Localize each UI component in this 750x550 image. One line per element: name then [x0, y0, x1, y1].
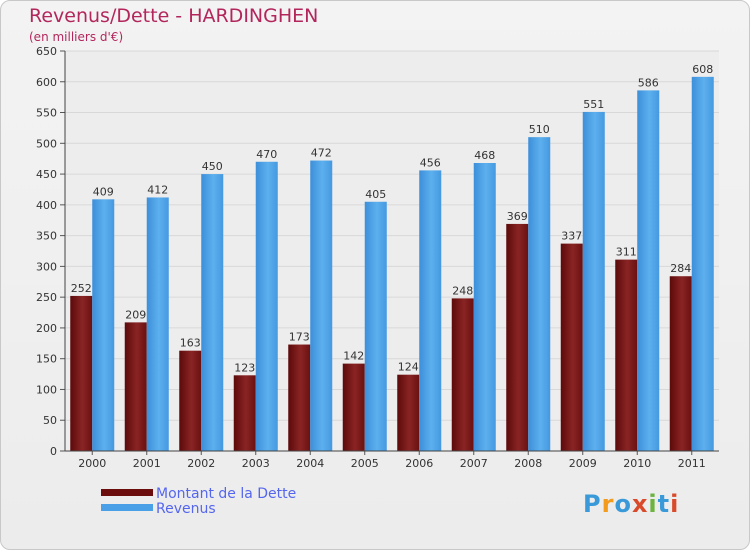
bar-debt-2011	[669, 276, 692, 451]
bar-debt-2010	[615, 259, 638, 451]
bar-revenus-2000	[92, 199, 115, 451]
legend-swatch-debt	[101, 489, 153, 496]
label-debt-2009: 337	[561, 230, 582, 243]
label-debt-2007: 248	[452, 284, 473, 297]
label-revenus-2007: 468	[474, 149, 495, 162]
y-tick-label-650: 650	[36, 45, 57, 58]
bar-revenus-2002	[201, 174, 224, 452]
y-tick-label-300: 300	[36, 260, 57, 273]
bar-revenus-2007	[473, 163, 496, 451]
y-tick-label-550: 550	[36, 107, 57, 120]
y-tick-label-200: 200	[36, 322, 57, 335]
logo-letter: o	[614, 490, 632, 518]
x-tick-label-2005: 2005	[351, 457, 379, 470]
y-tick-label-0: 0	[50, 445, 57, 458]
label-revenus-2003: 470	[256, 148, 277, 161]
label-revenus-2005: 405	[365, 188, 386, 201]
bar-revenus-2004	[310, 160, 333, 452]
bar-debt-2003	[233, 375, 256, 451]
chart-title: Revenus/Dette - HARDINGHEN	[29, 5, 319, 27]
x-tick-label-2010: 2010	[623, 457, 651, 470]
y-tick-label-350: 350	[36, 230, 57, 243]
y-tick-label-400: 400	[36, 199, 57, 212]
bar-revenus-2001	[146, 197, 169, 451]
label-debt-2011: 284	[670, 262, 691, 275]
legend-label-revenus: Revenus	[156, 501, 216, 517]
label-revenus-2002: 450	[202, 160, 223, 173]
legend-swatch-revenus	[101, 504, 153, 511]
x-tick-label-2008: 2008	[514, 457, 542, 470]
x-tick-label-2000: 2000	[78, 457, 106, 470]
label-debt-2001: 209	[125, 308, 146, 321]
label-debt-2006: 124	[398, 361, 419, 374]
y-tick-label-100: 100	[36, 383, 57, 396]
x-tick-label-2003: 2003	[242, 457, 270, 470]
bar-debt-2001	[124, 322, 147, 451]
label-debt-2004: 173	[289, 331, 310, 344]
bar-debt-2008	[506, 223, 529, 451]
label-debt-2008: 369	[507, 210, 528, 223]
label-revenus-2004: 472	[311, 147, 332, 160]
label-revenus-2011: 608	[692, 63, 713, 76]
label-debt-2010: 311	[616, 246, 637, 259]
y-tick-label-500: 500	[36, 137, 57, 150]
bar-revenus-2006	[419, 170, 442, 451]
x-tick-label-2001: 2001	[133, 457, 161, 470]
bar-revenus-2008	[528, 137, 551, 451]
bar-debt-2006	[397, 374, 420, 451]
bar-revenus-2010	[637, 90, 660, 451]
label-revenus-2000: 409	[93, 185, 114, 198]
x-tick-label-2007: 2007	[460, 457, 488, 470]
proxiti-logo: Proxiti	[583, 490, 679, 518]
logo-letter: i	[670, 490, 680, 518]
logo-letter: t	[657, 490, 671, 518]
label-debt-2003: 123	[234, 361, 255, 374]
label-revenus-2008: 510	[529, 123, 550, 136]
plot-area	[65, 51, 719, 451]
y-tick-label-450: 450	[36, 168, 57, 181]
label-debt-2002: 163	[180, 337, 201, 350]
logo-letter: r	[601, 490, 615, 518]
logo-letter: x	[631, 490, 649, 518]
x-tick-label-2009: 2009	[569, 457, 597, 470]
y-tick-label-600: 600	[36, 76, 57, 89]
x-tick-label-2006: 2006	[405, 457, 433, 470]
y-tick-label-50: 50	[43, 414, 57, 427]
logo-letter: i	[648, 490, 658, 518]
y-tick-label-250: 250	[36, 291, 57, 304]
bar-revenus-2009	[582, 111, 605, 451]
label-debt-2005: 142	[343, 350, 364, 363]
bar-debt-2002	[179, 350, 202, 451]
x-tick-label-2002: 2002	[187, 457, 215, 470]
logo-letter: P	[583, 490, 602, 518]
label-revenus-2001: 412	[147, 183, 168, 196]
bar-debt-2004	[288, 344, 311, 451]
chart-subtitle: (en milliers d'€)	[29, 30, 124, 44]
label-revenus-2006: 456	[420, 156, 441, 169]
legend-label-debt: Montant de la Dette	[156, 486, 297, 502]
bar-revenus-2003	[255, 161, 278, 451]
bar-revenus-2011	[691, 76, 714, 451]
x-tick-label-2004: 2004	[296, 457, 324, 470]
bar-revenus-2005	[364, 201, 387, 451]
x-tick-label-2011: 2011	[678, 457, 706, 470]
bar-debt-2007	[451, 298, 474, 451]
label-debt-2000: 252	[71, 282, 92, 295]
bar-debt-2005	[342, 363, 365, 451]
y-tick-label-150: 150	[36, 353, 57, 366]
bar-debt-2009	[560, 243, 583, 451]
bar-debt-2000	[70, 295, 93, 451]
label-revenus-2010: 586	[638, 76, 659, 89]
label-revenus-2009: 551	[583, 98, 604, 111]
